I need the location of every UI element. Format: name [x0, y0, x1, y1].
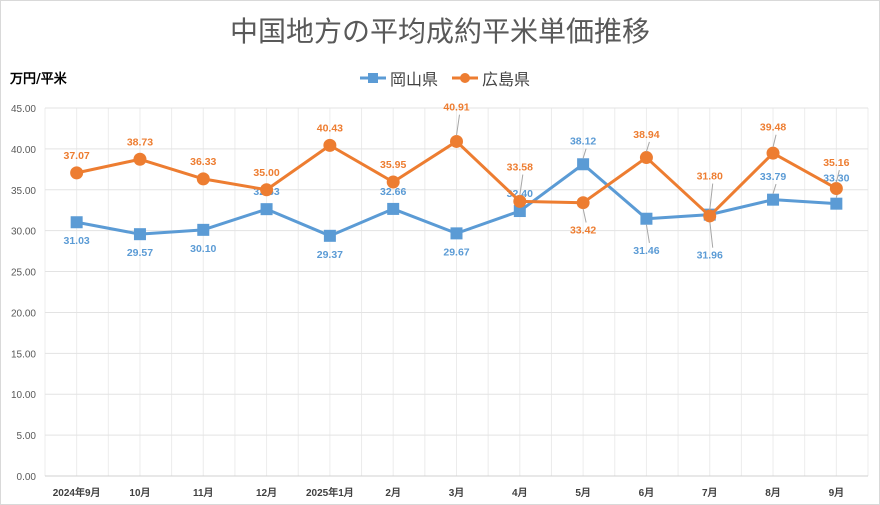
data-point-square [767, 193, 780, 206]
x-tick-label: 12月 [256, 487, 277, 499]
data-point-circle [703, 209, 717, 223]
leader-line [456, 114, 460, 136]
x-tick-label: 3月 [449, 487, 465, 499]
data-point-circle [576, 196, 590, 210]
x-tick-label: 4月 [512, 487, 528, 499]
data-point-square [450, 227, 463, 240]
data-point-circle [196, 172, 210, 186]
y-tick-label: 20.00 [11, 308, 36, 319]
leader-line [709, 220, 714, 248]
legend: 岡山県 広島県 [360, 66, 530, 90]
data-point-circle [323, 138, 337, 152]
y-tick-label: 45.00 [11, 104, 36, 115]
data-point-circle [70, 166, 84, 180]
data-point-circle [829, 181, 843, 195]
x-tick-label: 11月 [193, 487, 214, 499]
data-label: 33.58 [507, 162, 533, 174]
legend-label: 広島県 [482, 70, 531, 89]
leader-line [772, 183, 777, 194]
data-point-circle [133, 152, 147, 166]
data-label: 32.66 [380, 186, 406, 198]
leader-line [835, 169, 840, 183]
y-tick-label: 30.00 [11, 227, 36, 238]
y-tick-label: 0.00 [17, 472, 37, 483]
data-point-square [323, 229, 336, 242]
data-point-square [513, 205, 526, 218]
data-point-square [70, 216, 83, 229]
y-axis-label: 万円/平米 [10, 72, 67, 87]
data-label: 31.03 [64, 235, 90, 247]
data-label: 33.79 [760, 171, 786, 183]
leader-line [582, 208, 587, 223]
y-tick-label: 40.00 [11, 145, 36, 156]
x-tick-label: 2024年9月 [53, 486, 101, 499]
data-label: 29.67 [443, 246, 469, 258]
data-label: 31.80 [697, 171, 723, 183]
data-point-square [387, 202, 400, 215]
legend-circle-marker-icon [452, 73, 479, 83]
data-point-square [830, 197, 843, 210]
data-point-circle [766, 146, 780, 160]
leader-line [582, 148, 587, 159]
data-point-circle [386, 175, 400, 189]
data-label: 35.16 [823, 157, 849, 169]
data-point-circle [639, 151, 653, 165]
x-tick-label: 2025年1月 [306, 486, 354, 499]
data-label: 40.43 [317, 122, 343, 134]
data-label: 31.46 [633, 245, 659, 257]
leader-line [645, 141, 650, 152]
data-label: 29.57 [127, 247, 153, 259]
leader-line [519, 174, 524, 196]
data-point-circle [450, 134, 463, 148]
data-label: 35.00 [253, 167, 279, 179]
data-point-square [577, 158, 590, 171]
data-label: 38.12 [570, 136, 596, 148]
data-point-square [260, 203, 273, 216]
y-tick-label: 5.00 [17, 431, 37, 442]
legend-item-hiroshima: 広島県 [452, 66, 530, 90]
data-label: 31.96 [697, 250, 723, 262]
data-point-circle [260, 183, 274, 197]
y-tick-label: 25.00 [11, 268, 36, 279]
x-tick-label: 10月 [129, 487, 150, 499]
leader-line [772, 134, 777, 148]
data-label: 30.10 [190, 243, 216, 255]
data-label: 38.73 [127, 136, 153, 148]
x-tick-label: 8月 [765, 487, 781, 499]
x-tick-label: 2月 [385, 487, 401, 499]
x-tick-label: 9月 [829, 487, 845, 499]
data-point-square [197, 223, 210, 236]
y-tick-label: 35.00 [11, 186, 36, 197]
data-label: 36.33 [190, 156, 216, 168]
y-tick-label: 15.00 [11, 349, 36, 360]
data-label: 39.48 [760, 122, 786, 134]
data-label: 29.37 [317, 249, 343, 261]
leader-line [709, 183, 714, 211]
legend-label: 岡山県 [390, 70, 439, 89]
data-label: 38.94 [633, 129, 659, 141]
x-tick-label: 6月 [639, 487, 655, 499]
chart-title: 中国地方の平均成約平米単価推移 [229, 15, 650, 48]
data-point-square [640, 212, 653, 225]
leader-line [645, 224, 650, 244]
data-label: 33.42 [570, 224, 596, 236]
data-label: 33.30 [823, 172, 849, 184]
legend-item-okayama: 岡山県 [360, 66, 438, 90]
data-point-square [133, 228, 146, 241]
legend-square-marker-icon [360, 73, 386, 83]
x-tick-label: 5月 [575, 487, 591, 499]
data-label: 40.91 [443, 102, 469, 114]
y-tick-label: 10.00 [11, 390, 36, 401]
x-tick-label: 7月 [702, 487, 718, 499]
data-label: 35.95 [380, 159, 406, 171]
data-point-circle [513, 194, 527, 208]
data-label: 37.07 [64, 150, 90, 162]
